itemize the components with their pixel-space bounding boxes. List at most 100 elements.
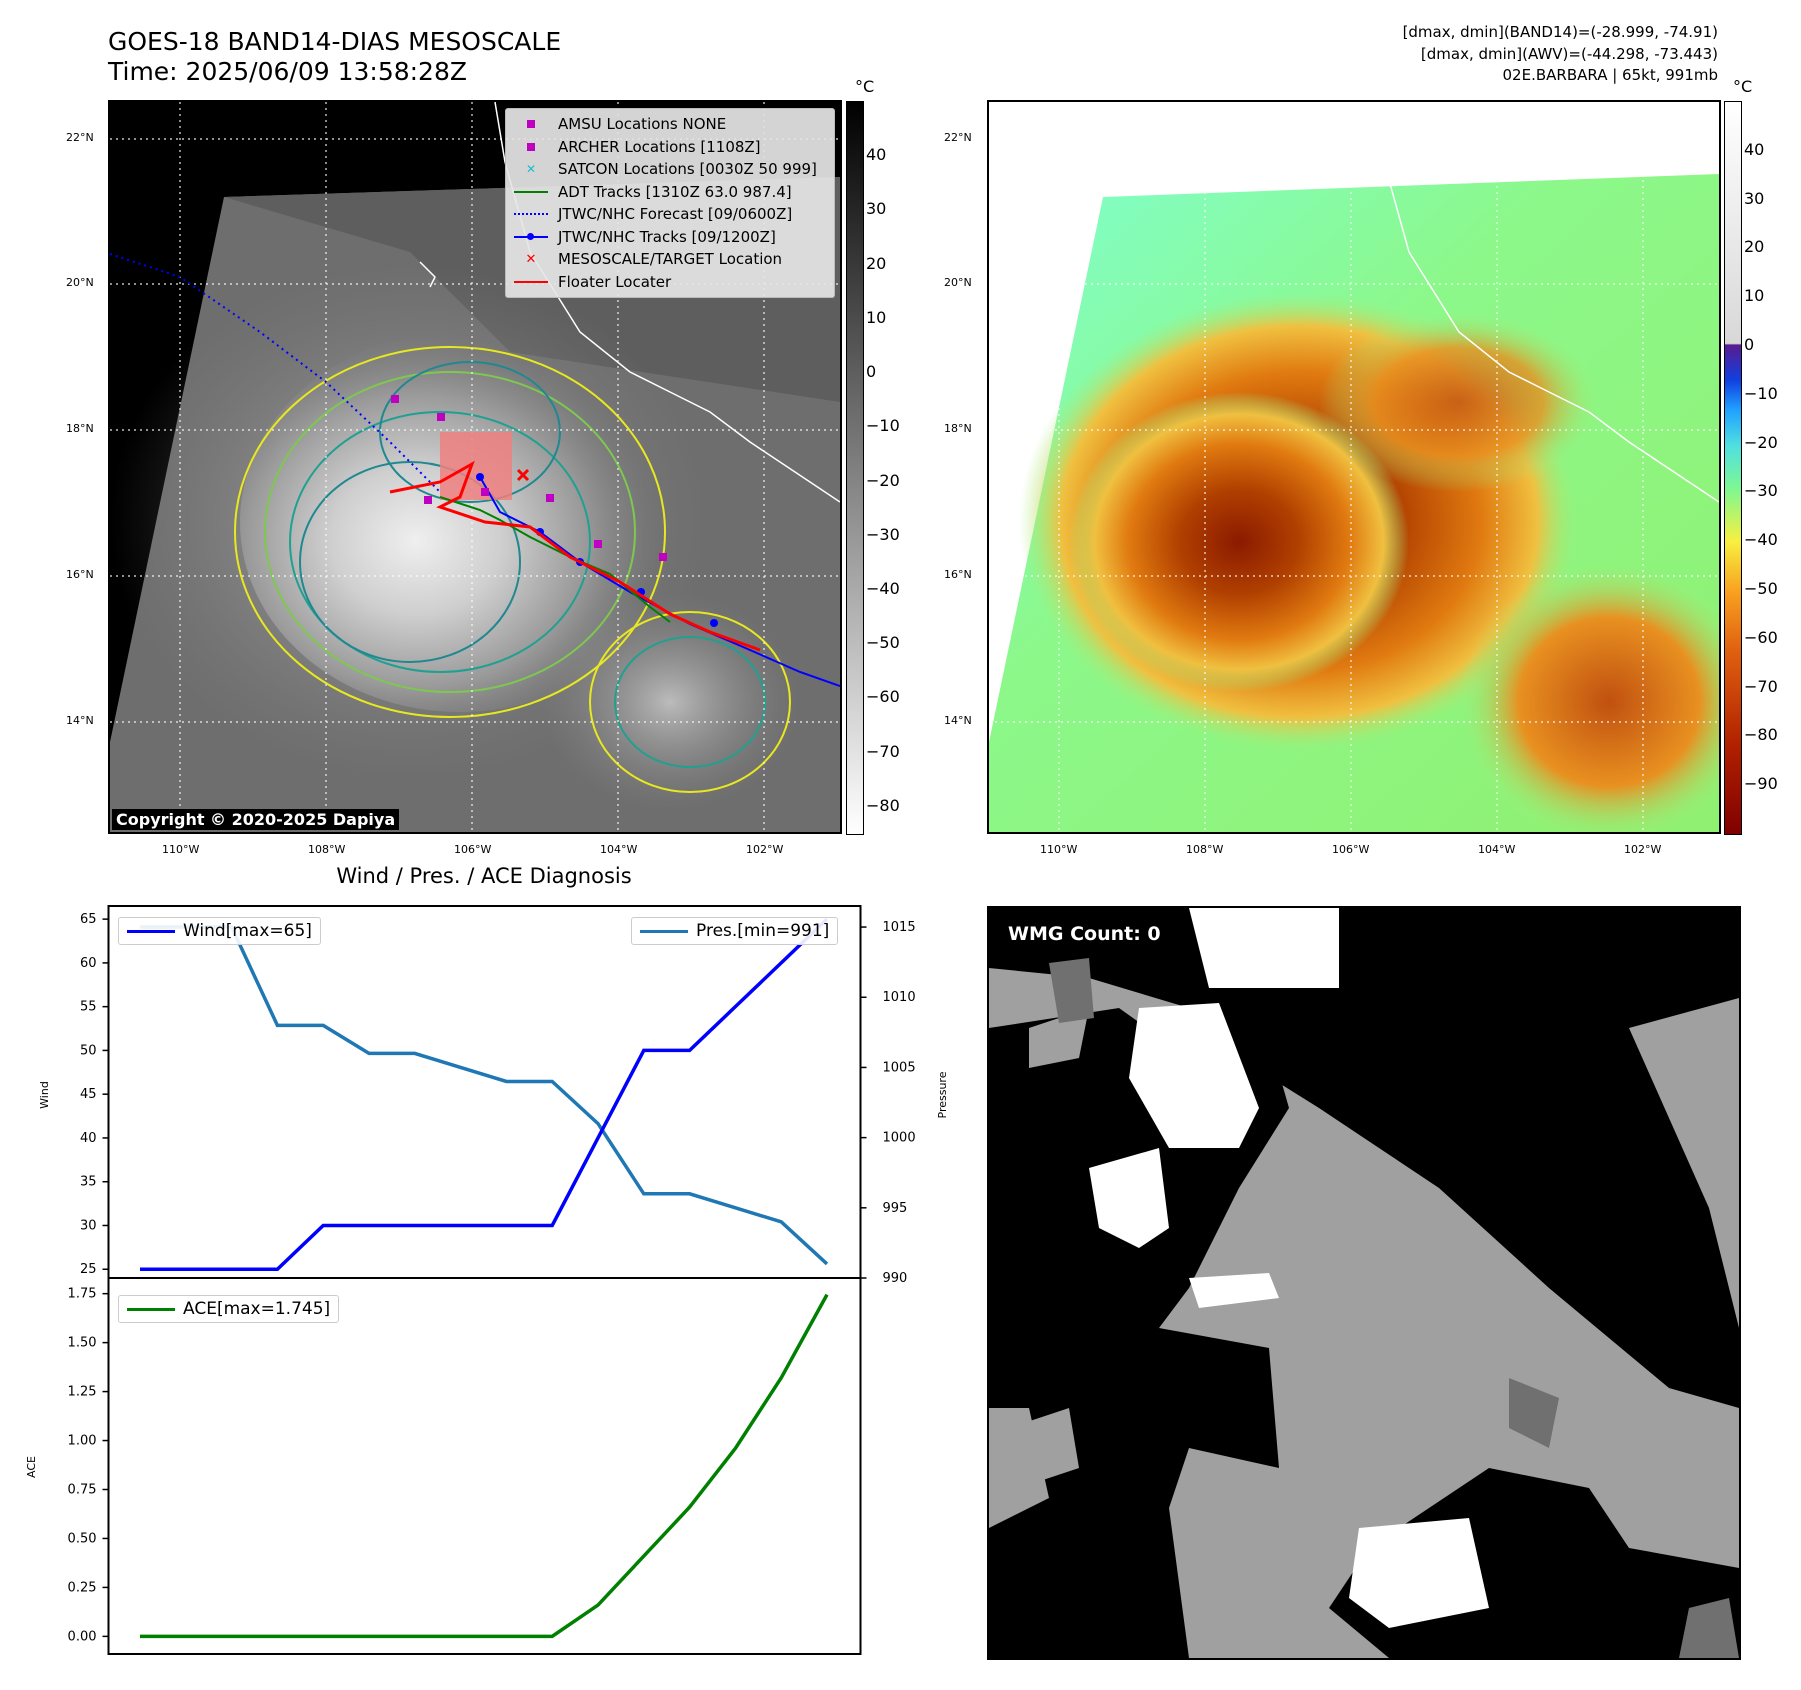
awv-map-panel	[987, 100, 1721, 834]
colorbar-tick-label: −10	[866, 416, 900, 436]
line-marker-icon	[514, 280, 548, 283]
colorbar-tick-label: −60	[866, 687, 900, 707]
colorbar-tick-label: −50	[866, 633, 900, 653]
wind-tick-label: 25	[80, 1262, 97, 1277]
ace-legend: ACE[max=1.745]	[118, 1295, 340, 1323]
ace-tick-label: 1.75	[68, 1287, 97, 1302]
wind-tick-label: 30	[80, 1218, 97, 1233]
legend-label: Floater Locater	[558, 272, 672, 291]
colorbar-tick-label: −20	[1744, 432, 1778, 452]
lon-label: 106°W	[1332, 843, 1370, 856]
chart-title-line2: Time: 2025/06/09 13:58:28Z	[108, 57, 467, 86]
legend-item: JTWC/NHC Forecast [09/0600Z]	[512, 203, 828, 226]
pressure-tick-label: 1000	[883, 1131, 916, 1146]
ace-tick-label: 0.50	[68, 1531, 97, 1546]
ace-tick-label: 1.50	[68, 1336, 97, 1351]
legend-label: JTWC/NHC Tracks [09/1200Z]	[558, 227, 776, 246]
diagnosis-title: Wind / Pres. / ACE Diagnosis	[336, 864, 632, 888]
colorbar-unit: °C	[855, 77, 875, 96]
lat-label: 18°N	[944, 422, 972, 435]
colorbar-tick-label: −80	[866, 795, 900, 815]
ir-map-panel: Copyright © 2020-2025 Dapiya AMSU Locati…	[108, 100, 842, 834]
wind-tick-label: 35	[80, 1175, 97, 1190]
colorbar-tick-label: −80	[1744, 725, 1778, 745]
pressure-tick-label: 1010	[883, 990, 916, 1005]
colorbar-tick-label: 10	[1744, 286, 1765, 306]
wmg-canvas	[989, 908, 1739, 1658]
lat-label: 20°N	[944, 276, 972, 289]
map-legend: AMSU Locations NONE ARCHER Locations [11…	[505, 108, 835, 298]
colorbar-tick-label: 0	[866, 362, 877, 382]
ace-tick-label: 0.00	[68, 1629, 97, 1644]
colorbar-tick-label: −30	[1744, 481, 1778, 501]
wind-tick-label: 60	[80, 956, 97, 971]
chart-title-line1: GOES-18 BAND14-DIAS MESOSCALE	[108, 27, 562, 56]
colorbar-tick-label: −70	[866, 741, 900, 761]
lon-label: 104°W	[600, 843, 638, 856]
awv-map-canvas	[989, 102, 1719, 832]
colorbar-tick-label: 30	[866, 199, 887, 219]
pressure-tick-label: 995	[883, 1201, 908, 1216]
colorbar-tick-label: −20	[866, 470, 900, 490]
ace-tick-label: 1.25	[68, 1385, 97, 1400]
lon-label: 104°W	[1478, 843, 1516, 856]
lon-label: 110°W	[162, 843, 200, 856]
lat-label: 18°N	[66, 422, 94, 435]
pressure-axis-label: Pressure	[936, 1071, 949, 1118]
legend-item: AMSU Locations NONE	[512, 113, 828, 136]
lat-label: 14°N	[944, 714, 972, 727]
colorbar-tick-label: −30	[866, 524, 900, 544]
dotted-line-icon	[514, 213, 548, 216]
wmg-panel: WMG Count: 0	[987, 906, 1741, 1660]
colorbar-tick-label: 20	[1744, 237, 1765, 257]
colorbar-unit: °C	[1733, 77, 1753, 96]
legend-label: SATCON Locations [0030Z 50 999]	[558, 160, 817, 179]
lat-label: 22°N	[944, 131, 972, 144]
colorbar-tick-label: −40	[866, 579, 900, 598]
info-line3: 02E.BARBARA | 65kt, 991mb	[1502, 66, 1718, 84]
legend-label: ARCHER Locations [1108Z]	[558, 137, 761, 156]
colorbar-tick-label: 40	[866, 145, 887, 165]
colorbar-tick-label: −50	[1744, 579, 1778, 598]
legend-label: MESOSCALE/TARGET Location	[558, 250, 783, 269]
square-marker-icon	[527, 142, 535, 151]
lat-label: 20°N	[66, 276, 94, 289]
wind-tick-label: 50	[80, 1043, 97, 1058]
x-marker-icon: ✕	[525, 162, 537, 177]
lat-label: 16°N	[944, 568, 972, 581]
line-marker-icon	[514, 190, 548, 193]
pressure-series-line	[140, 925, 829, 1266]
legend-line-icon	[127, 1307, 175, 1311]
pressure-tick-label: 990	[883, 1271, 908, 1286]
info-line1: [dmax, dmin](BAND14)=(-28.999, -74.91)	[1402, 23, 1718, 41]
awv-colorbar	[1724, 101, 1742, 835]
lon-label: 110°W	[1040, 843, 1078, 856]
lat-label: 14°N	[66, 714, 94, 727]
legend-item: Floater Locater	[512, 271, 828, 294]
wind-legend-label: Wind[max=65]	[183, 921, 312, 941]
legend-line-icon	[640, 929, 688, 933]
legend-item: ARCHER Locations [1108Z]	[512, 136, 828, 159]
ace-tick-label: 0.75	[68, 1483, 97, 1498]
colorbar-tick-label: −90	[1744, 774, 1778, 794]
legend-item: ✕ MESOSCALE/TARGET Location	[512, 248, 828, 271]
ace-tick-label: 0.25	[68, 1580, 97, 1595]
square-marker-icon	[527, 120, 535, 129]
legend-line-icon	[127, 929, 175, 933]
legend-label: AMSU Locations NONE	[558, 115, 727, 134]
lon-label: 108°W	[308, 843, 346, 856]
copyright-label: Copyright © 2020-2025 Dapiya	[112, 809, 400, 830]
pressure-tick-label: 1015	[883, 920, 916, 935]
wind-tick-label: 65	[80, 912, 97, 927]
pressure-tick-label: 1005	[883, 1060, 916, 1075]
wmg-count-label: WMG Count: 0	[999, 918, 1170, 950]
ace-series-line	[140, 1293, 829, 1639]
ace-axis-label: ACE	[25, 1456, 38, 1478]
wind-tick-label: 45	[80, 1087, 97, 1102]
colorbar-tick-label: −10	[1744, 383, 1778, 403]
legend-label: JTWC/NHC Forecast [09/0600Z]	[558, 205, 793, 224]
colorbar-tick-label: −40	[1744, 530, 1778, 550]
gray-colorbar	[846, 101, 864, 835]
wind-tick-label: 55	[80, 1000, 97, 1015]
lon-label: 102°W	[1624, 843, 1662, 856]
